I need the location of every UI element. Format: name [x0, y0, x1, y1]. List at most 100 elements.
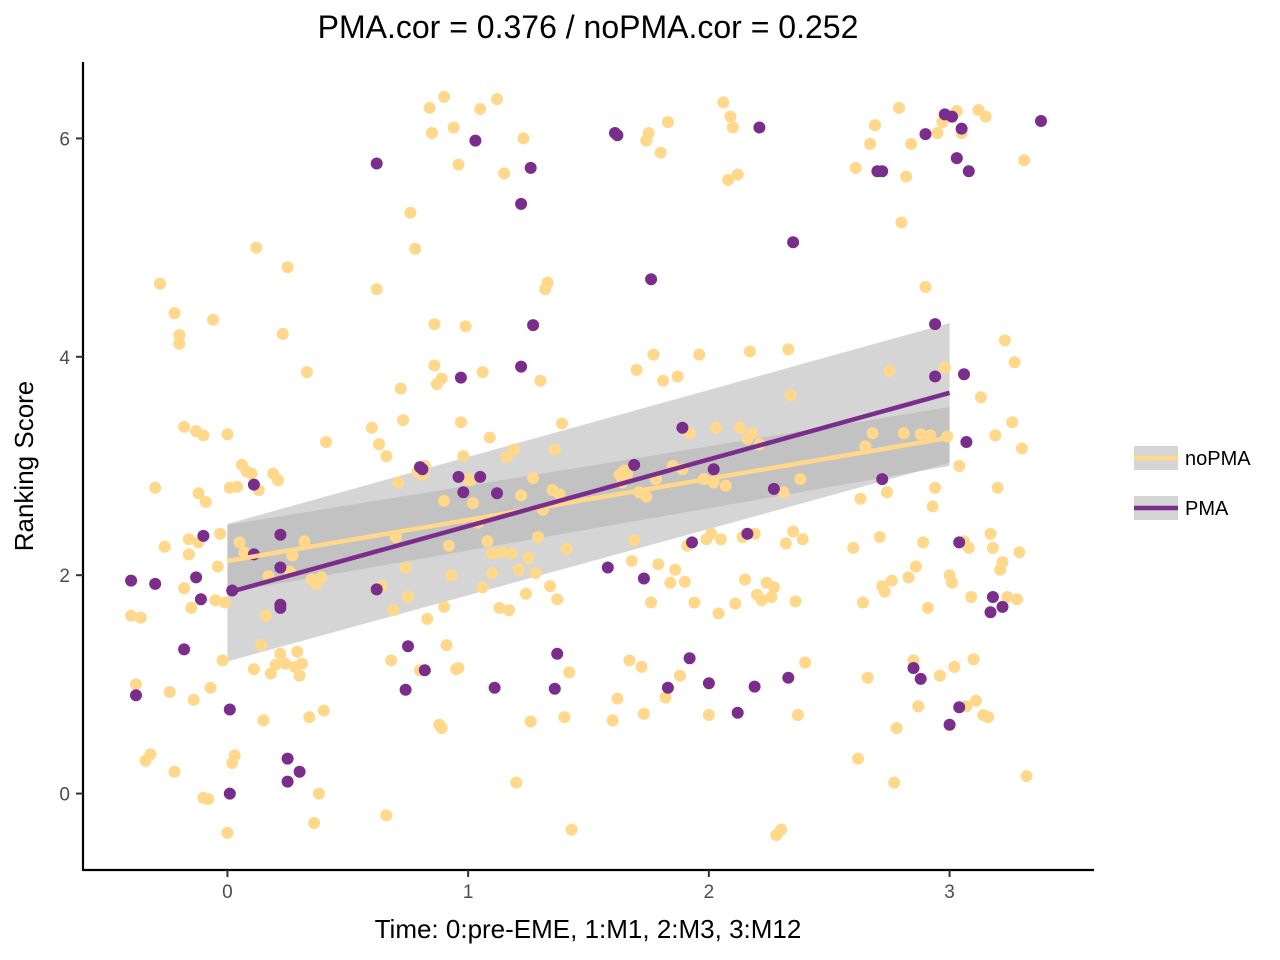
point-nopma: [317, 704, 330, 717]
point-nopma: [178, 420, 191, 433]
point-nopma: [247, 663, 260, 676]
point-nopma: [890, 722, 903, 735]
point-pma: [943, 718, 956, 731]
point-nopma: [272, 474, 284, 487]
point-nopma: [671, 370, 684, 383]
point-pma: [488, 681, 501, 694]
y-tick-label: 2: [59, 566, 70, 587]
point-pma: [130, 689, 142, 702]
point-nopma: [495, 546, 508, 559]
point-nopma: [373, 438, 386, 451]
point-pma: [946, 110, 958, 123]
point-nopma: [216, 654, 229, 667]
point-nopma: [767, 581, 780, 594]
point-nopma: [986, 541, 999, 554]
point-pma: [914, 672, 927, 685]
point-nopma: [563, 666, 576, 679]
point-pma: [707, 463, 720, 476]
point-pma: [281, 752, 294, 765]
point-pma: [611, 129, 624, 142]
point-pma: [274, 528, 287, 541]
point-nopma: [158, 540, 171, 553]
point-pma: [125, 574, 138, 587]
point-pma: [515, 360, 528, 373]
point-nopma: [548, 443, 561, 456]
point-pma: [452, 470, 465, 483]
point-pma: [962, 165, 975, 178]
point-nopma: [380, 809, 393, 822]
point-nopma: [404, 206, 417, 219]
point-nopma: [989, 429, 1002, 442]
point-nopma: [130, 678, 142, 691]
point-nopma: [522, 551, 535, 564]
point-nopma: [1013, 546, 1026, 559]
point-nopma: [250, 241, 263, 254]
point-nopma: [779, 537, 792, 550]
point-nopma: [527, 472, 540, 484]
point-nopma: [279, 657, 292, 670]
point-pma: [274, 601, 287, 614]
point-nopma: [926, 500, 939, 513]
point-pma: [1035, 115, 1047, 127]
point-pma: [293, 765, 306, 778]
point-nopma: [269, 658, 282, 671]
point-pma: [782, 671, 795, 684]
point-pma: [741, 527, 754, 540]
point-nopma: [503, 604, 516, 617]
point-nopma: [519, 587, 532, 600]
point-nopma: [938, 361, 951, 374]
point-pma: [223, 703, 236, 716]
point-nopma: [866, 427, 879, 440]
point-nopma: [556, 417, 568, 430]
point-nopma: [970, 694, 982, 707]
point-nopma: [380, 450, 393, 463]
point-pma: [281, 775, 294, 788]
point-nopma: [459, 320, 472, 333]
point-nopma: [630, 363, 643, 376]
point-nopma: [864, 137, 877, 150]
point-pma: [524, 161, 537, 174]
point-nopma: [847, 541, 860, 554]
point-nopma: [154, 277, 166, 290]
point-nopma: [551, 593, 564, 606]
fit-line-nopma: [227, 435, 950, 564]
point-nopma: [303, 711, 316, 724]
point-nopma: [645, 596, 658, 609]
point-nopma: [637, 707, 650, 720]
point-nopma: [693, 348, 706, 361]
point-nopma: [791, 709, 804, 721]
point-nopma: [1015, 442, 1028, 455]
point-nopma: [912, 700, 925, 713]
point-nopma: [652, 558, 665, 571]
point-nopma: [298, 535, 311, 548]
point-nopma: [392, 476, 405, 489]
point-nopma: [919, 280, 932, 293]
point-nopma: [454, 416, 467, 429]
point-pma: [748, 680, 761, 693]
point-pma: [907, 662, 920, 674]
point-pma: [984, 606, 997, 619]
point-pma: [399, 683, 412, 696]
point-nopma: [498, 167, 511, 180]
point-nopma: [678, 575, 691, 588]
point-nopma: [962, 541, 975, 554]
point-pma: [402, 640, 414, 653]
point-nopma: [394, 382, 407, 395]
point-nopma: [796, 533, 809, 546]
point-nopma: [734, 421, 747, 434]
point-nopma: [712, 607, 725, 620]
point-nopma: [517, 132, 530, 145]
point-nopma: [245, 467, 258, 480]
point-pma: [601, 561, 614, 574]
point-nopma: [647, 348, 660, 361]
point-pma: [149, 577, 162, 590]
point-pma: [955, 122, 968, 135]
point-nopma: [984, 527, 997, 540]
point-nopma: [717, 96, 730, 109]
point-nopma: [746, 427, 759, 440]
point-nopma: [312, 787, 325, 800]
point-nopma: [724, 110, 737, 123]
point-nopma: [998, 334, 1011, 347]
x-tick-label: 1: [463, 882, 474, 903]
